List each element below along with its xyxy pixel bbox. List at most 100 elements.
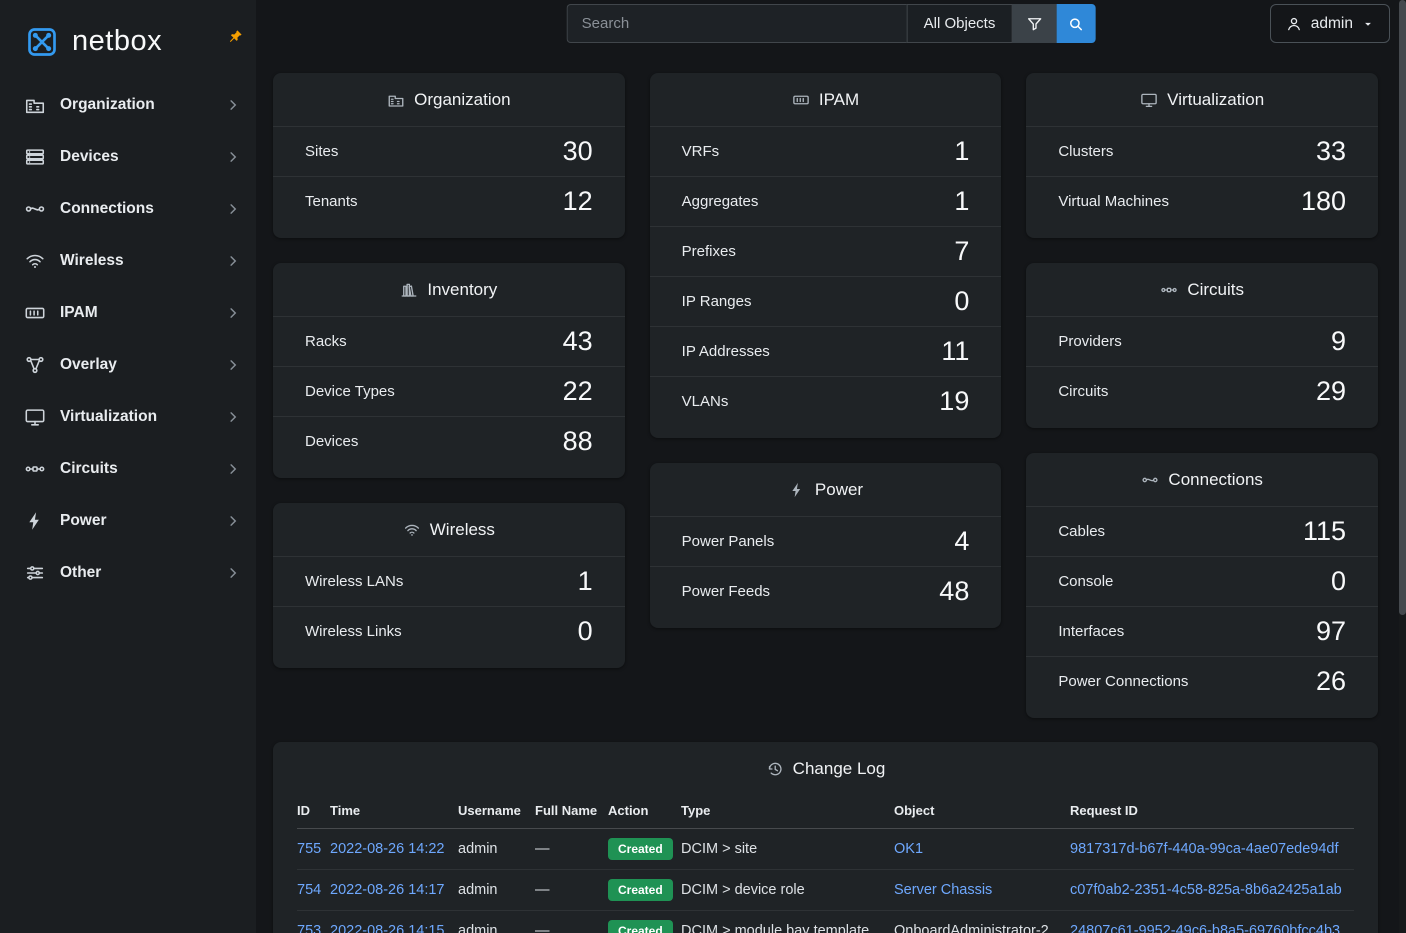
stat-label[interactable]: Power Feeds [681,583,771,600]
cell-request-id-link[interactable]: 9817317d-b67f-440a-99ca-4ae07ede94df [1070,841,1339,857]
sidebar-item-organization[interactable]: Organization [0,79,256,131]
stat-label[interactable]: IP Addresses [681,343,770,360]
cell-type: DCIM > device role [681,882,805,898]
cell-id-link[interactable]: 753 [297,923,322,933]
stat-label[interactable]: Cables [1058,523,1106,540]
stat-label[interactable]: Providers [1058,333,1122,350]
stat-value[interactable]: 9 [1330,326,1347,356]
cell-time-link[interactable]: 2022-08-26 14:15 [330,923,445,933]
stat-label[interactable]: Console [1058,573,1114,590]
sidebar-item-connections[interactable]: Connections [0,183,256,235]
stat-row-console[interactable]: Console 0 [1026,556,1379,606]
stat-value[interactable]: 180 [1300,186,1347,216]
stat-row-aggregates[interactable]: Aggregates 1 [649,176,1002,226]
filter-button[interactable] [1012,4,1057,43]
stat-label[interactable]: Clusters [1058,143,1114,160]
stat-row-vrfs[interactable]: VRFs 1 [649,126,1002,176]
stat-value[interactable]: 33 [1315,136,1347,166]
cell-time-link[interactable]: 2022-08-26 14:22 [330,841,445,857]
stat-row-tenants[interactable]: Tenants 12 [273,176,625,226]
page-scrollbar[interactable] [1399,0,1406,933]
cell-id-link[interactable]: 755 [297,841,322,857]
stat-value[interactable]: 4 [954,526,970,556]
search-submit-button[interactable] [1056,4,1096,43]
stat-value[interactable]: 0 [1330,566,1347,596]
stat-row-ip-ranges[interactable]: IP Ranges 0 [649,276,1002,326]
cell-id-link[interactable]: 754 [297,882,322,898]
stat-value[interactable]: 7 [954,236,970,266]
stat-row-cables[interactable]: Cables 115 [1026,506,1379,556]
stat-value[interactable]: 1 [577,566,593,596]
search-scope-button[interactable]: All Objects [906,4,1013,43]
stat-value[interactable]: 12 [562,186,593,216]
stat-label[interactable]: Circuits [1058,383,1109,400]
stat-row-power-panels[interactable]: Power Panels 4 [649,516,1002,566]
stat-row-prefixes[interactable]: Prefixes 7 [649,226,1002,276]
stat-label[interactable]: Interfaces [1058,623,1125,640]
stat-row-device-types[interactable]: Device Types 22 [273,366,625,416]
stat-label[interactable]: Wireless Links [305,623,402,640]
stat-label[interactable]: Racks [305,333,347,350]
stat-row-wireless-links[interactable]: Wireless Links 0 [273,606,625,656]
stat-label[interactable]: Aggregates [681,193,759,210]
stat-value[interactable]: 29 [1315,376,1347,406]
stat-label[interactable]: Wireless LANs [305,573,404,590]
stat-value[interactable]: 1 [954,136,970,166]
stat-value[interactable]: 43 [562,326,593,356]
sidebar-item-virtualization[interactable]: Virtualization [0,391,256,443]
cell-object-link[interactable]: Server Chassis [894,882,993,898]
sidebar-item-other[interactable]: Other [0,547,256,599]
stat-value[interactable]: 26 [1315,666,1347,696]
sidebar-item-wireless[interactable]: Wireless [0,235,256,287]
stat-row-vlans[interactable]: VLANs 19 [649,376,1002,426]
stat-label[interactable]: Power Connections [1058,673,1189,690]
stat-value[interactable]: 48 [939,576,970,606]
stat-value[interactable]: 0 [577,616,593,646]
stat-row-circuits[interactable]: Circuits 29 [1026,366,1379,416]
stat-row-wireless-lans[interactable]: Wireless LANs 1 [273,556,625,606]
stat-row-virtual-machines[interactable]: Virtual Machines 180 [1026,176,1379,226]
cell-object-link[interactable]: OK1 [894,841,924,857]
stat-row-interfaces[interactable]: Interfaces 97 [1026,606,1379,656]
stat-row-clusters[interactable]: Clusters 33 [1026,126,1379,176]
stat-label[interactable]: Devices [305,433,359,450]
stat-row-sites[interactable]: Sites 30 [273,126,625,176]
cell-time-link[interactable]: 2022-08-26 14:17 [330,882,445,898]
stat-value[interactable]: 1 [954,186,970,216]
cell-request-id-link[interactable]: c07f0ab2-2351-4c58-825a-8b6a2425a1ab [1070,882,1342,898]
stat-label[interactable]: Power Panels [681,533,775,550]
netbox-logo[interactable]: netbox [0,0,256,79]
sidebar-pin-button[interactable] [226,28,244,49]
sidebar-item-devices[interactable]: Devices [0,131,256,183]
stat-row-providers[interactable]: Providers 9 [1026,316,1379,366]
sidebar-item-overlay[interactable]: Overlay [0,339,256,391]
stat-label[interactable]: Device Types [305,383,395,400]
stat-value[interactable]: 11 [941,336,970,366]
sidebar-item-circuits[interactable]: Circuits [0,443,256,495]
stat-value[interactable]: 30 [562,136,593,166]
user-menu-button[interactable]: admin [1269,4,1390,43]
sidebar-item-power[interactable]: Power [0,495,256,547]
stat-label[interactable]: Tenants [305,193,358,210]
stat-value[interactable]: 97 [1315,616,1347,646]
stat-label[interactable]: Prefixes [681,243,736,260]
stat-value[interactable]: 0 [954,286,970,316]
cell-request-id-link[interactable]: 24807c61-9952-49c6-b8a5-69760bfcc4b3 [1070,923,1341,933]
page-scrollbar-thumb[interactable] [1399,0,1406,615]
stat-row-ip-addresses[interactable]: IP Addresses 11 [649,326,1002,376]
stat-row-devices[interactable]: Devices 88 [273,416,625,466]
stat-label[interactable]: VRFs [681,143,720,160]
stat-label[interactable]: Sites [305,143,339,160]
stat-label[interactable]: VLANs [681,393,729,410]
stat-label[interactable]: IP Ranges [681,293,752,310]
stat-value[interactable]: 22 [562,376,593,406]
stat-row-racks[interactable]: Racks 43 [273,316,625,366]
stat-value[interactable]: 88 [562,426,593,456]
stat-row-power-feeds[interactable]: Power Feeds 48 [649,566,1002,616]
sidebar-item-ipam[interactable]: IPAM [0,287,256,339]
stat-label[interactable]: Virtual Machines [1058,193,1169,210]
stat-value[interactable]: 115 [1302,516,1347,546]
stat-value[interactable]: 19 [939,386,970,416]
search-input[interactable] [566,4,907,43]
stat-row-power-connections[interactable]: Power Connections 26 [1026,656,1379,706]
